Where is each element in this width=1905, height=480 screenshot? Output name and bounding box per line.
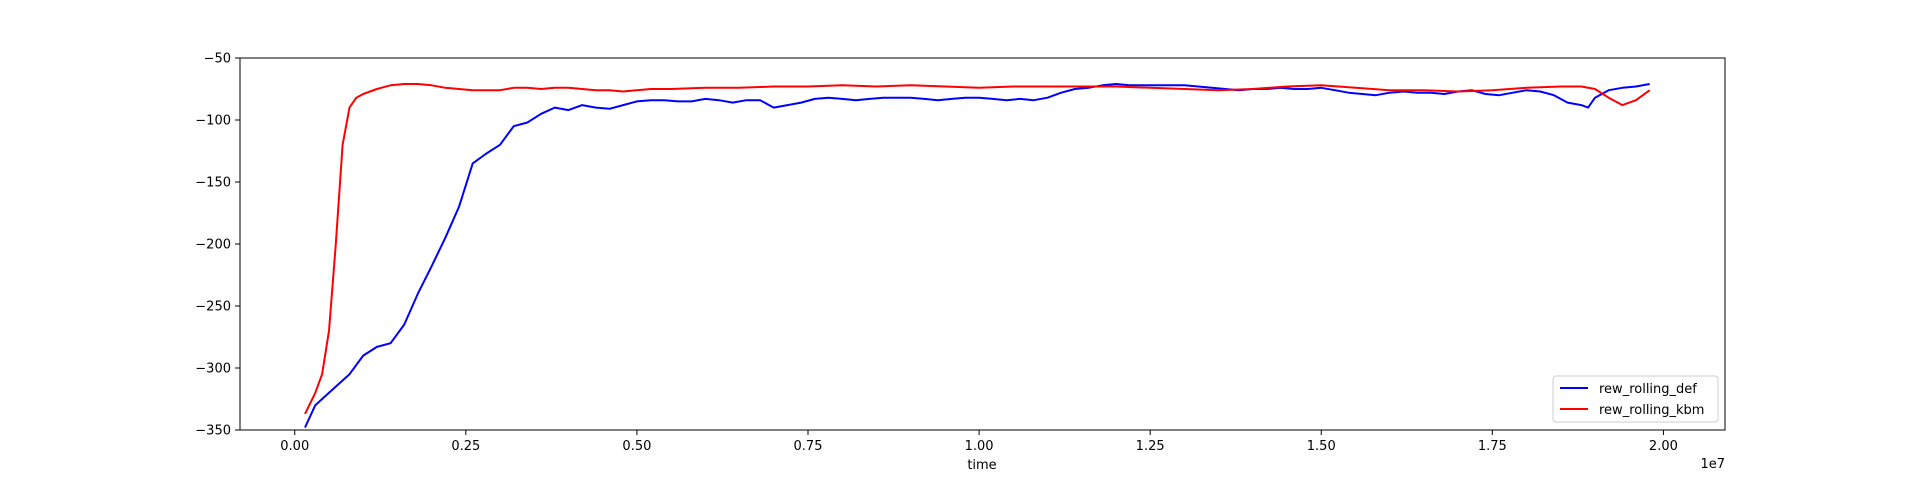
x-tick-label: 0.50 bbox=[622, 439, 651, 454]
x-offset-label: 1e7 bbox=[1700, 457, 1725, 472]
series-layer bbox=[304, 83, 1651, 428]
legend-box bbox=[1552, 375, 1719, 423]
x-tick-label: 1.25 bbox=[1136, 439, 1165, 454]
y-tick-label: −100 bbox=[195, 114, 231, 129]
y-tick-label: −300 bbox=[195, 362, 231, 377]
legend-label-kbm: rew_rolling_kbm bbox=[1599, 403, 1704, 418]
y-tick-label: −200 bbox=[195, 238, 231, 253]
y-tick-label: −150 bbox=[195, 176, 231, 191]
x-axis-label: time bbox=[967, 458, 996, 473]
x-tick-label: 1.75 bbox=[1478, 439, 1507, 454]
x-axis: 0.00 0.25 0.50 0.75 1.00 1.25 1.50 1.75 2.00 bbox=[280, 430, 1678, 454]
x-tick-label: 2.00 bbox=[1649, 439, 1678, 454]
y-tick-label: −50 bbox=[204, 52, 231, 67]
x-tick-label: 0.75 bbox=[794, 439, 823, 454]
series-line-rew-rolling-def bbox=[304, 83, 1650, 428]
legend: rew_rolling_def rew_rolling_kbm bbox=[1552, 375, 1719, 423]
legend-label-def: rew_rolling_def bbox=[1599, 382, 1697, 397]
y-tick-label: −250 bbox=[195, 300, 231, 315]
x-tick-label: 0.00 bbox=[280, 439, 309, 454]
x-tick-label: 1.50 bbox=[1307, 439, 1336, 454]
x-tick-label: 0.25 bbox=[451, 439, 480, 454]
y-axis: −50 −100 −150 −200 −250 −300 −350 bbox=[195, 52, 240, 439]
plot-frame bbox=[239, 57, 1726, 431]
y-tick-label: −350 bbox=[195, 424, 231, 439]
series-line-rew-rolling-kbm bbox=[304, 83, 1651, 415]
x-tick-label: 1.00 bbox=[965, 439, 994, 454]
